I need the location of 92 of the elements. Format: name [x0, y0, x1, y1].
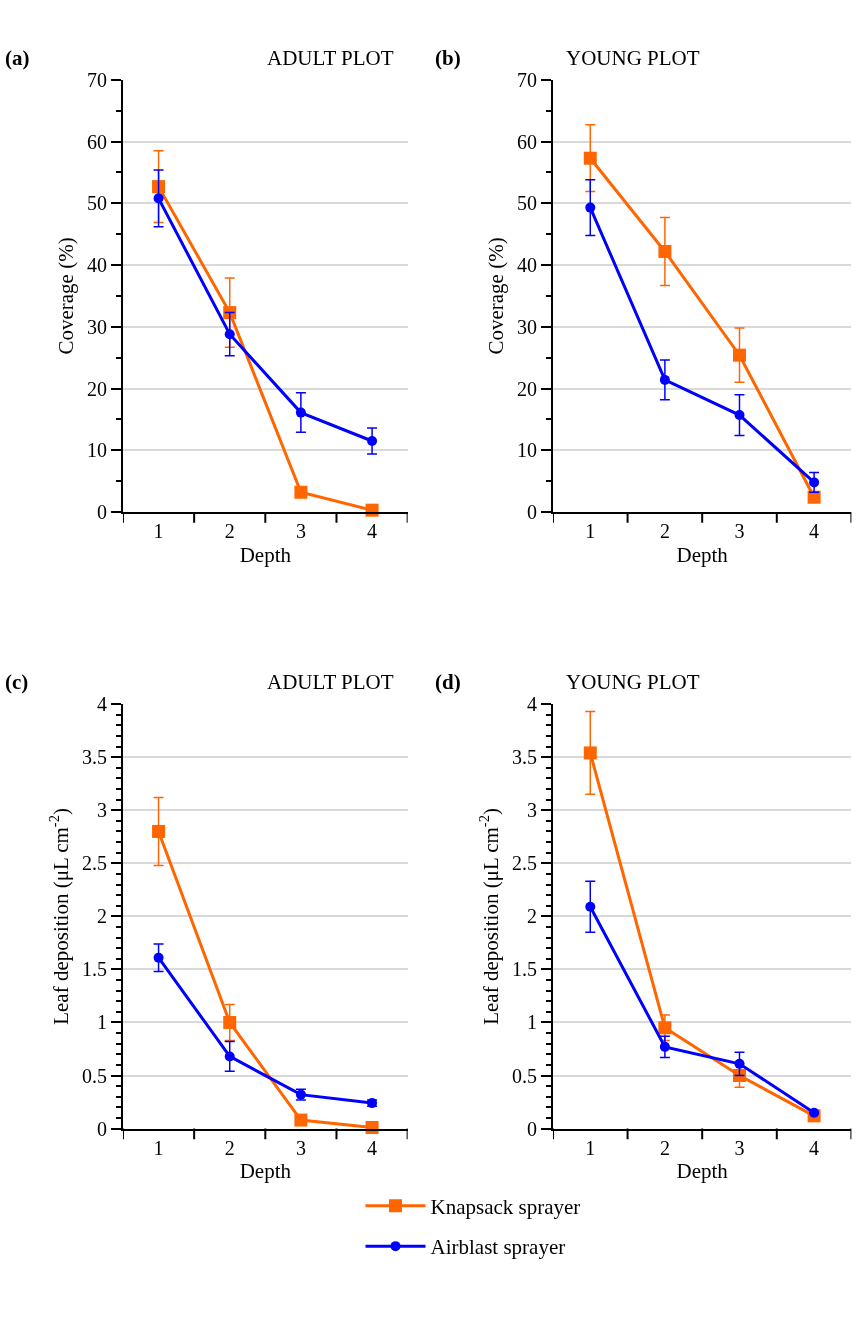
point — [367, 436, 378, 447]
y-tick-label: 2 — [96, 905, 107, 928]
y-tick-label: 10 — [516, 439, 537, 462]
point — [224, 329, 235, 340]
y-tick-label: 3 — [96, 799, 107, 822]
point — [224, 1051, 235, 1062]
y-tick-label: 3.5 — [81, 746, 107, 769]
point — [585, 202, 596, 213]
x-axis-title: Depth — [676, 1159, 729, 1184]
y-tick-label: 60 — [86, 130, 107, 153]
x-tick-label: 1 — [585, 1136, 596, 1159]
point — [223, 1015, 237, 1029]
point — [583, 746, 597, 760]
point — [732, 348, 746, 362]
y-axis-title: Coverage (%) — [483, 237, 508, 355]
x-tick-label: 2 — [659, 1136, 670, 1159]
y-tick-label: 0.5 — [511, 1064, 537, 1087]
y-tick-label: 1 — [96, 1011, 107, 1034]
legend-label: Airblast sprayer — [430, 1235, 566, 1260]
y-tick-label: 2.5 — [511, 852, 537, 875]
y-tick-label: 50 — [516, 192, 537, 215]
y-tick-label: 2 — [526, 905, 537, 928]
x-tick-label: 4 — [809, 520, 820, 543]
text: (c) — [5, 670, 29, 694]
x-axis-title: Depth — [239, 1159, 292, 1184]
x-tick-label: 3 — [295, 520, 306, 543]
y-axis-title: Coverage (%) — [53, 237, 78, 355]
point — [658, 244, 672, 258]
x-tick-label: 3 — [734, 1136, 745, 1159]
text: (d) — [435, 670, 461, 694]
x-tick-label: 2 — [224, 1136, 235, 1159]
legend-label: Knapsack sprayer — [430, 1195, 581, 1220]
y-tick-label: 20 — [86, 377, 107, 400]
x-tick-label: 3 — [295, 1136, 306, 1159]
x-axis-title: Depth — [239, 542, 292, 567]
y-tick-label: 0.5 — [81, 1064, 107, 1087]
chart-title: ADULT PLOT — [267, 46, 394, 70]
point — [809, 477, 820, 488]
point — [223, 306, 237, 320]
chart-title: YOUNG PLOT — [566, 46, 700, 70]
y-tick-label: 1 — [526, 1011, 537, 1034]
x-tick-label: 4 — [367, 1136, 378, 1159]
y-tick-label: 60 — [516, 130, 537, 153]
point — [807, 490, 821, 504]
point — [583, 151, 597, 165]
y-tick-label: 4 — [96, 693, 107, 716]
x-tick-label: 1 — [153, 1136, 164, 1159]
point — [294, 1113, 308, 1127]
point — [152, 824, 166, 838]
x-tick-label: 1 — [585, 520, 596, 543]
point — [659, 1041, 670, 1052]
y-tick-label: 3.5 — [511, 746, 537, 769]
point — [153, 952, 164, 963]
x-tick-label: 1 — [153, 520, 164, 543]
y-tick-label: 1.5 — [81, 958, 107, 981]
point — [659, 374, 670, 385]
x-tick-label: 2 — [224, 520, 235, 543]
y-tick-label: 50 — [86, 192, 107, 215]
chart-title: YOUNG PLOT — [566, 670, 700, 694]
point — [152, 180, 166, 194]
text: (b) — [435, 46, 461, 70]
y-tick-label: 20 — [516, 377, 537, 400]
point — [734, 410, 745, 421]
y-tick-label: 0 — [526, 1117, 537, 1140]
y-tick-label: 1.5 — [511, 958, 537, 981]
point — [295, 407, 306, 418]
y-tick-label: 70 — [516, 68, 537, 91]
point — [294, 485, 308, 499]
y-tick-label: 30 — [516, 315, 537, 338]
y-tick-label: 10 — [86, 439, 107, 462]
point — [585, 901, 596, 912]
text: (a) — [5, 46, 30, 70]
x-tick-label: 4 — [367, 520, 378, 543]
y-tick-label: 0 — [526, 501, 537, 524]
chart-title: ADULT PLOT — [267, 670, 394, 694]
y-tick-label: 40 — [86, 254, 107, 277]
x-tick-label: 4 — [809, 1136, 820, 1159]
point — [809, 1107, 820, 1118]
x-tick-label: 2 — [659, 520, 670, 543]
y-tick-label: 0 — [96, 1117, 107, 1140]
x-axis-title: Depth — [676, 542, 729, 567]
point — [734, 1058, 745, 1069]
y-tick-label: 2.5 — [81, 852, 107, 875]
point — [658, 1021, 672, 1035]
x-tick-label: 3 — [734, 520, 745, 543]
y-tick-label: 3 — [526, 799, 537, 822]
point — [153, 193, 164, 204]
y-tick-label: 4 — [526, 693, 537, 716]
y-tick-label: 0 — [96, 501, 107, 524]
y-tick-label: 40 — [516, 254, 537, 277]
y-tick-label: 30 — [86, 315, 107, 338]
y-tick-label: 70 — [86, 68, 107, 91]
